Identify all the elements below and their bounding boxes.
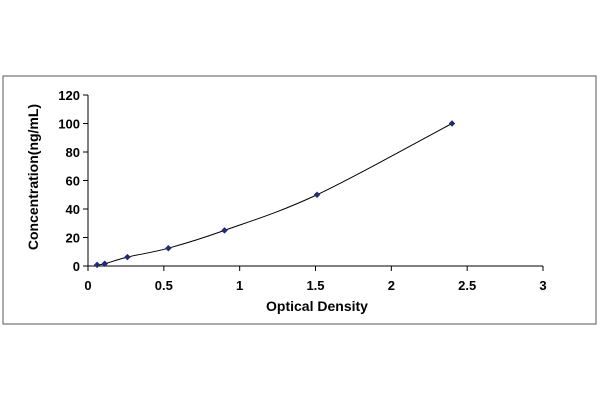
- y-tick-label: 40: [66, 202, 80, 217]
- data-point: [221, 227, 228, 234]
- axes: 0 20 40 60 80 100 120 0 0.5 1 1.5 2 2.5 3: [58, 88, 546, 293]
- y-tick-label: 120: [58, 88, 80, 103]
- y-tick-label: 0: [73, 259, 80, 274]
- x-tick-label: 2: [388, 278, 395, 293]
- y-axis-title: Concentration(ng/mL): [25, 104, 41, 250]
- x-tick-label: 0: [84, 278, 91, 293]
- y-tick-label: 100: [58, 117, 80, 132]
- x-axis-title: Optical Density: [266, 298, 368, 314]
- x-tick-label: 1: [236, 278, 243, 293]
- data-point: [313, 191, 321, 199]
- data-point: [101, 260, 109, 268]
- x-tick-label: 0.5: [155, 278, 173, 293]
- data-point: [448, 120, 456, 127]
- y-tick-label: 60: [66, 174, 80, 189]
- data-point: [124, 253, 131, 261]
- y-tick-label: 20: [66, 231, 80, 246]
- data-point: [93, 261, 101, 269]
- data-points: [93, 120, 456, 269]
- chart-border: [2, 75, 597, 325]
- y-tick-label: 80: [66, 145, 80, 160]
- x-tick-label: 1.5: [306, 278, 324, 293]
- x-tick-label: 3: [539, 278, 546, 293]
- data-point: [165, 244, 172, 252]
- x-tick-label: 2.5: [458, 278, 476, 293]
